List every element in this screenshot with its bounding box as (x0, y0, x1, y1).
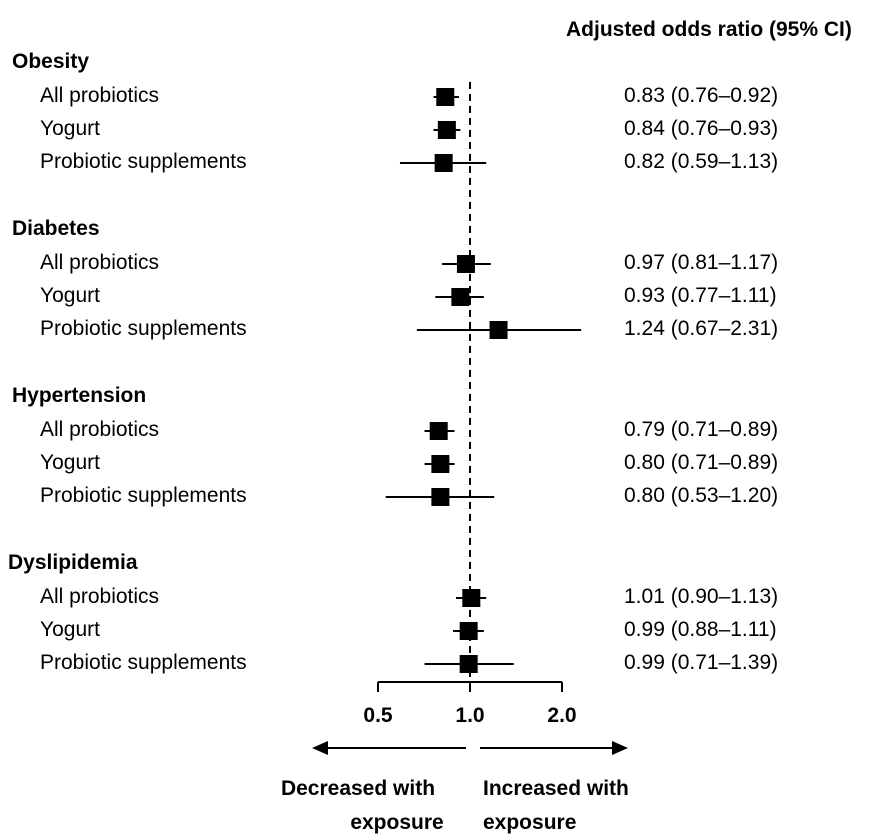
row-value: 0.84 (0.76–0.93) (624, 117, 779, 140)
row-label: All probiotics (40, 251, 160, 274)
row-label: All probiotics (40, 84, 160, 107)
row-value: 0.82 (0.59–1.13) (624, 150, 779, 173)
decreased-label-line2: exposure (350, 811, 444, 834)
x-tick-label: 1.0 (455, 704, 485, 727)
point-estimate-marker (489, 321, 508, 339)
left-arrow-head (312, 741, 328, 755)
point-estimate-marker (434, 154, 453, 172)
group-label: Diabetes (12, 217, 100, 240)
row-label: Probiotic supplements (40, 150, 247, 173)
point-estimate-marker (459, 655, 478, 673)
point-estimate-marker (462, 589, 481, 607)
row-value: 0.97 (0.81–1.17) (624, 251, 779, 274)
row-label: Yogurt (40, 451, 100, 474)
row-label: Probiotic supplements (40, 651, 247, 674)
row-label: Probiotic supplements (40, 484, 247, 507)
group-label: Obesity (12, 50, 90, 73)
row-value: 0.79 (0.71–0.89) (624, 418, 779, 441)
point-estimate-marker (429, 422, 448, 440)
group-label: Hypertension (12, 384, 147, 407)
group-label: Dyslipidemia (8, 551, 138, 574)
right-arrow-head (612, 741, 628, 755)
row-label: Yogurt (40, 618, 100, 641)
increased-label-line2: exposure (483, 811, 577, 834)
row-value: 0.99 (0.71–1.39) (624, 651, 779, 674)
x-tick-label: 2.0 (547, 704, 577, 727)
row-label: Probiotic supplements (40, 317, 247, 340)
row-value: 1.24 (0.67–2.31) (624, 317, 779, 340)
row-value: 0.80 (0.53–1.20) (624, 484, 779, 507)
point-estimate-marker (436, 88, 455, 106)
row-label: Yogurt (40, 284, 100, 307)
point-estimate-marker (451, 288, 470, 306)
row-value: 0.99 (0.88–1.11) (624, 618, 777, 641)
row-label: All probiotics (40, 418, 160, 441)
row-label: Yogurt (40, 117, 100, 140)
point-estimate-marker (459, 622, 478, 640)
decreased-label-line1: Decreased with (280, 777, 436, 800)
row-label: All probiotics (40, 585, 160, 608)
row-value: 0.83 (0.76–0.92) (624, 84, 779, 107)
row-value: 1.01 (0.90–1.13) (624, 585, 779, 608)
point-estimate-marker (431, 488, 450, 506)
row-value: 0.80 (0.71–0.89) (624, 451, 779, 474)
row-value: 0.93 (0.77–1.11) (624, 284, 777, 307)
point-estimate-marker (437, 121, 456, 139)
point-estimate-marker (456, 255, 475, 273)
point-estimate-marker (431, 455, 450, 473)
increased-label-line1: Increased with (483, 777, 629, 800)
decreased-label: Decreased with exposure (258, 772, 458, 840)
increased-label: Increased with exposure (483, 772, 629, 840)
column-header: Adjusted odds ratio (95% CI) (566, 18, 852, 41)
x-tick-label: 0.5 (363, 704, 393, 727)
